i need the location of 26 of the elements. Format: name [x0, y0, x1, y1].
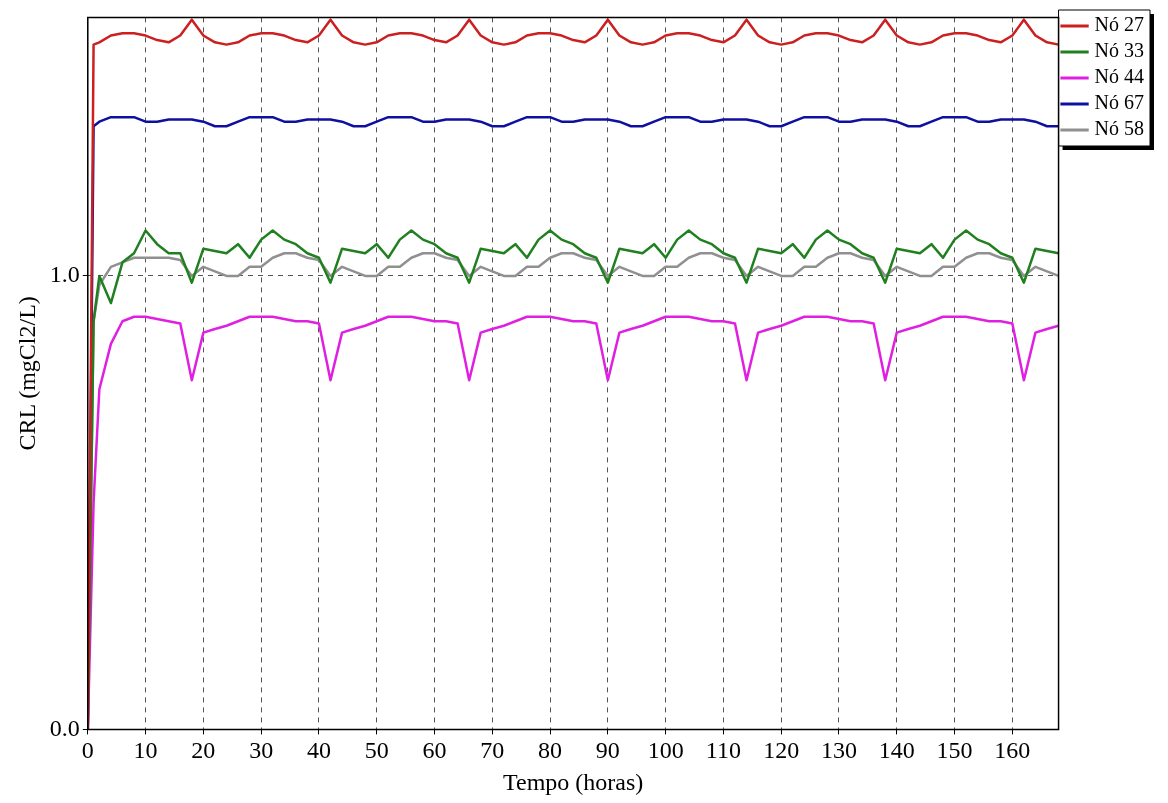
- x-tick-label: 140: [878, 737, 915, 764]
- x-tick-label: 50: [364, 737, 389, 764]
- x-tick-label: 20: [191, 737, 216, 764]
- x-tick-label: 110: [705, 737, 741, 764]
- x-tick-label: 130: [820, 737, 857, 764]
- x-tick-label: 0: [81, 737, 94, 764]
- legend-label: Nó 58: [1094, 117, 1145, 140]
- x-tick-label: 80: [538, 737, 563, 764]
- x-tick-label: 30: [249, 737, 274, 764]
- x-tick-label: 40: [306, 737, 331, 764]
- x-tick-label: 70: [480, 737, 505, 764]
- x-tick-label: 120: [763, 737, 800, 764]
- y-tick-label: 0.0: [49, 714, 80, 741]
- x-tick-label: 160: [994, 737, 1031, 764]
- legend-label: Nó 67: [1094, 91, 1145, 114]
- x-tick-label: 100: [647, 737, 684, 764]
- x-tick-label: 10: [133, 737, 158, 764]
- x-tick-label: 60: [422, 737, 447, 764]
- legend-label: Nó 33: [1094, 39, 1145, 62]
- y-axis-title: CRL (mgCl2/L): [13, 296, 40, 451]
- legend-label: Nó 44: [1094, 65, 1145, 88]
- y-tick-label: 1.0: [49, 261, 80, 288]
- x-axis-title: Tempo (horas): [503, 768, 644, 795]
- x-tick-label: 90: [595, 737, 620, 764]
- legend-label: Nó 27: [1094, 13, 1145, 36]
- x-tick-label: 150: [936, 737, 973, 764]
